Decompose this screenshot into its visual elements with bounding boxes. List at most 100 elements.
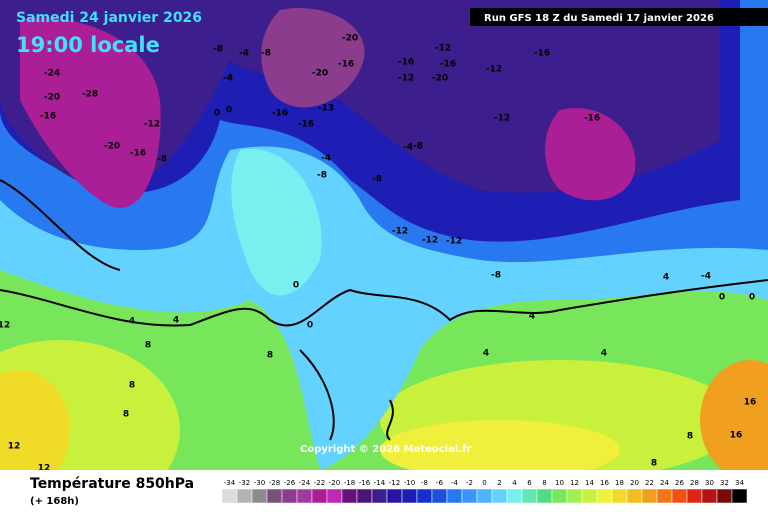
isotherm-label: 4	[529, 312, 535, 322]
colorbar-box	[656, 488, 673, 504]
isotherm-label: -12	[446, 237, 462, 247]
colorbar-box	[701, 488, 718, 504]
isotherm-label: -12	[398, 74, 414, 84]
colorbar-box	[716, 488, 733, 504]
colorbar-box	[281, 488, 298, 504]
colorbar-label: 2	[497, 479, 501, 487]
isotherm-label: -8	[157, 155, 167, 165]
isotherm-label: -16	[130, 149, 146, 159]
colorbar-box	[566, 488, 583, 504]
isotherm-label: 16	[744, 398, 757, 408]
colorbar-label: -8	[421, 479, 428, 487]
colorbar-label: 14	[585, 479, 594, 487]
colorbar-box	[356, 488, 373, 504]
isotherm-label: 4	[129, 317, 135, 327]
colorbar-label: 26	[675, 479, 684, 487]
colorbar-label: -4	[451, 479, 459, 487]
isotherm-label: -12	[144, 120, 160, 130]
isotherm-label: -8	[261, 49, 271, 59]
isotherm-label: 8	[651, 459, 657, 469]
colorbar-box	[446, 488, 463, 504]
colorbar-box	[266, 488, 283, 504]
colorbar-label: 34	[735, 479, 744, 487]
colorbar-box	[416, 488, 433, 504]
isotherm-label: 8	[267, 351, 273, 361]
isotherm-label: 4	[483, 349, 489, 359]
colorbar-box	[311, 488, 328, 504]
isotherm-label: -12	[422, 236, 438, 246]
colorbar-label: 12	[570, 479, 579, 487]
colorbar-box	[731, 488, 748, 504]
isotherm-label: -16	[534, 49, 550, 59]
colorbar-box	[326, 488, 343, 504]
isotherm-label: -16	[398, 58, 414, 68]
isotherm-label: 8	[123, 410, 129, 420]
forecast-time: 19:00 locale	[16, 33, 160, 57]
colorbar-label: -16	[359, 479, 371, 487]
colorbar-label: -2	[466, 479, 473, 487]
colorbar-box	[671, 488, 688, 504]
colorbar-box	[581, 488, 598, 504]
colorbar-box	[536, 488, 553, 504]
isotherm-label: -13	[318, 104, 334, 114]
isotherm-label: 0	[226, 106, 232, 116]
colorbar-label: 4	[512, 479, 517, 487]
isotherm-label: 12	[0, 321, 10, 331]
colorbar-label: -24	[299, 479, 311, 487]
isotherm-label: -20	[342, 34, 358, 44]
colorbar-label: 0	[482, 479, 486, 487]
colorbar-box	[626, 488, 643, 504]
isotherm-label: -16	[40, 112, 56, 122]
colorbar-box	[341, 488, 358, 504]
isotherm-label: -4	[239, 49, 249, 59]
colorbar: -34 -32 -30 -28 -26 -24 -22 -20 -18 -16 -14 -12 -10-…	[221, 479, 748, 504]
isotherm-label: -20	[312, 69, 328, 79]
colorbar-label: 24	[660, 479, 669, 487]
isotherm-label: 12	[8, 442, 21, 452]
isotherm-label: -12	[494, 114, 510, 124]
isotherm-label: -8	[372, 175, 382, 185]
isotherm-label: -16	[584, 114, 600, 124]
colorbar-label: 32	[720, 479, 729, 487]
colorbar-box	[491, 488, 508, 504]
isotherm-label: 0	[719, 293, 725, 303]
isotherm-label: -12	[486, 65, 502, 75]
colorbar-label: 20	[630, 479, 639, 487]
colorbar-label: -18	[344, 479, 355, 487]
legend-title: Température 850hPa	[30, 476, 194, 492]
colorbar-box	[596, 488, 613, 504]
isotherm-label: -4	[321, 154, 331, 164]
colorbar-label: 16	[600, 479, 609, 487]
colorbar-box	[521, 488, 538, 504]
colorbar-box	[236, 488, 253, 504]
colorbar-label: -22	[314, 479, 325, 487]
isotherm-label: -20	[432, 74, 448, 84]
isotherm-label: -16	[298, 120, 314, 130]
colorbar-label: 30	[705, 479, 714, 487]
colorbar-box	[401, 488, 418, 504]
isotherm-label: -8	[213, 45, 223, 55]
isotherm-label: 8	[129, 381, 135, 391]
run-info: Run GFS 18 Z du Samedi 17 janvier 2026	[484, 13, 714, 24]
colorbar-label: -6	[436, 479, 444, 487]
colorbar-box	[371, 488, 388, 504]
colorbar-label: 22	[645, 479, 654, 487]
isotherm-label: 0	[307, 321, 313, 331]
isotherm-label: 12	[38, 464, 51, 474]
colorbar-label: 28	[690, 479, 699, 487]
isotherm-label: -8	[491, 271, 501, 281]
isotherm-label: -16	[338, 60, 354, 70]
colorbar-box	[296, 488, 313, 504]
colorbar-label: -26	[284, 479, 296, 487]
isotherm-label: -20	[104, 142, 120, 152]
colorbar-label: -30	[254, 479, 265, 487]
coastlines	[0, 179, 768, 441]
isotherm-label: 0	[214, 109, 220, 119]
colorbar-label: -34	[224, 479, 236, 487]
isotherm-label: -4	[223, 74, 233, 84]
isotherm-label: -24	[44, 69, 60, 79]
colorbar-box	[686, 488, 703, 504]
colorbar-box	[611, 488, 628, 504]
isotherm-label: 8	[687, 432, 693, 442]
